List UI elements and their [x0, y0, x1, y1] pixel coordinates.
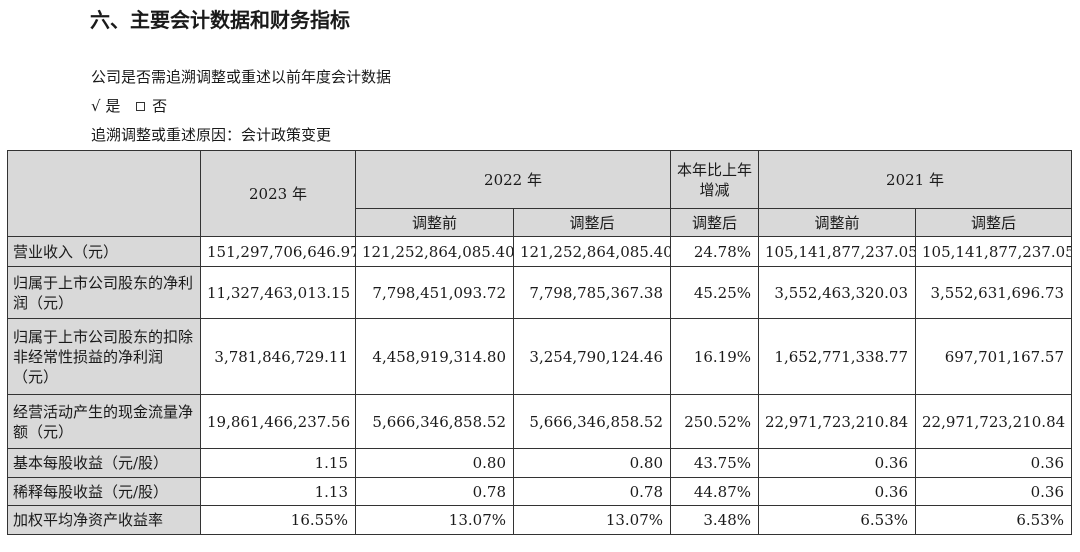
cell-2022-after: 0.78	[512, 477, 672, 506]
table-row: 稀释每股收益（元/股） 1.13 0.78 0.78 44.87% 0.36 0…	[7, 477, 1073, 506]
row-label: 归属于上市公司股东的扣除非经常性损益的净利润（元）	[7, 318, 201, 395]
retro-question: 公司是否需追溯调整或重述以前年度会计数据	[91, 68, 392, 86]
section-title: 六、主要会计数据和财务指标	[90, 8, 350, 32]
table-row: 归属于上市公司股东的扣除非经常性损益的净利润（元） 3,781,846,729.…	[7, 318, 1073, 395]
header-2021: 2021 年	[758, 150, 1073, 209]
header-2021-after: 调整后	[915, 208, 1073, 237]
cell-yoy: 45.25%	[670, 266, 760, 319]
cell-2022-after: 7,798,785,367.38	[512, 266, 672, 319]
cell-2021-after: 697,701,167.57	[915, 318, 1073, 395]
no-label: 否	[152, 97, 168, 115]
cell-2023: 3,781,846,729.11	[200, 318, 356, 395]
header-2023: 2023 年	[200, 150, 356, 237]
cell-2022-before: 121,252,864,085.40	[355, 236, 514, 267]
cell-yoy: 250.52%	[670, 394, 760, 449]
table-row: 营业收入（元） 151,297,706,646.97 121,252,864,0…	[7, 236, 1073, 267]
cell-yoy: 3.48%	[670, 505, 760, 535]
cell-2022-after: 3,254,790,124.46	[512, 318, 672, 395]
retro-reason: 追溯调整或重述原因：会计政策变更	[91, 126, 332, 144]
cell-yoy: 24.78%	[670, 236, 760, 267]
row-label: 归属于上市公司股东的净利润（元）	[7, 266, 201, 319]
header-2021-before: 调整前	[758, 208, 917, 237]
cell-2023: 1.13	[200, 477, 356, 506]
no-checkbox	[136, 102, 146, 111]
row-label: 基本每股收益（元/股）	[7, 448, 201, 478]
row-label: 稀释每股收益（元/股）	[7, 477, 201, 506]
cell-2021-before: 6.53%	[758, 505, 917, 535]
cell-2022-after: 13.07%	[512, 505, 672, 535]
cell-2021-after: 6.53%	[915, 505, 1073, 535]
cell-2021-before: 3,552,463,320.03	[758, 266, 917, 319]
cell-yoy: 43.75%	[670, 448, 760, 478]
cell-2022-before: 0.80	[355, 448, 514, 478]
cell-2021-before: 22,971,723,210.84	[758, 394, 917, 449]
cell-2022-before: 13.07%	[355, 505, 514, 535]
header-2022-before: 调整前	[355, 208, 514, 237]
cell-2021-after: 0.36	[915, 448, 1073, 478]
cell-2021-before: 1,652,771,338.77	[758, 318, 917, 395]
table-row: 归属于上市公司股东的净利润（元） 11,327,463,013.15 7,798…	[7, 266, 1073, 319]
cell-2023: 151,297,706,646.97	[200, 236, 356, 267]
header-2022: 2022 年	[354, 150, 672, 209]
cell-2021-before: 0.36	[758, 448, 917, 478]
cell-2022-after: 121,252,864,085.40	[512, 236, 672, 267]
header-item-blank	[7, 150, 201, 237]
cell-2022-before: 4,458,919,314.80	[355, 318, 514, 395]
yes-check-mark: √	[91, 97, 101, 115]
cell-2021-before: 105,141,877,237.05	[758, 236, 917, 267]
row-label: 加权平均净资产收益率	[7, 505, 201, 535]
cell-2023: 16.55%	[200, 505, 356, 535]
table-row: 加权平均净资产收益率 16.55% 13.07% 13.07% 3.48% 6.…	[7, 505, 1073, 535]
table-row: 基本每股收益（元/股） 1.15 0.80 0.80 43.75% 0.36 0…	[7, 448, 1073, 478]
cell-2022-after: 5,666,346,858.52	[512, 394, 672, 449]
yes-label: 是	[105, 97, 121, 115]
cell-2022-before: 7,798,451,093.72	[355, 266, 514, 319]
cell-2021-before: 0.36	[758, 477, 917, 506]
financial-indicators-table: 2023 年 2022 年 本年比上年增减 2021 年 调整前 调整后 调整后…	[7, 150, 1073, 535]
row-label: 营业收入（元）	[7, 236, 201, 267]
cell-2021-after: 22,971,723,210.84	[915, 394, 1073, 449]
retro-answer: √ 是 否	[91, 95, 167, 117]
cell-2021-after: 0.36	[915, 477, 1073, 506]
header-row-years: 2023 年 2022 年 本年比上年增减 2021 年	[7, 150, 1073, 237]
cell-2023: 11,327,463,013.15	[200, 266, 356, 319]
cell-yoy: 44.87%	[670, 477, 760, 506]
cell-2023: 1.15	[200, 448, 356, 478]
cell-2022-before: 0.78	[355, 477, 514, 506]
cell-2022-before: 5,666,346,858.52	[355, 394, 514, 449]
cell-2023: 19,861,466,237.56	[200, 394, 356, 449]
table-row: 经营活动产生的现金流量净额（元） 19,861,466,237.56 5,666…	[7, 394, 1073, 449]
header-2022-after: 调整后	[512, 208, 672, 237]
cell-2022-after: 0.80	[512, 448, 672, 478]
header-yoy: 本年比上年增减	[670, 150, 760, 209]
cell-2021-after: 105,141,877,237.05	[915, 236, 1073, 267]
header-yoy-after: 调整后	[670, 208, 760, 237]
cell-2021-after: 3,552,631,696.73	[915, 266, 1073, 319]
header-row-adjust: 调整前 调整后 调整后 调整前 调整后	[8, 208, 1073, 237]
cell-yoy: 16.19%	[670, 318, 760, 395]
row-label: 经营活动产生的现金流量净额（元）	[7, 394, 201, 449]
